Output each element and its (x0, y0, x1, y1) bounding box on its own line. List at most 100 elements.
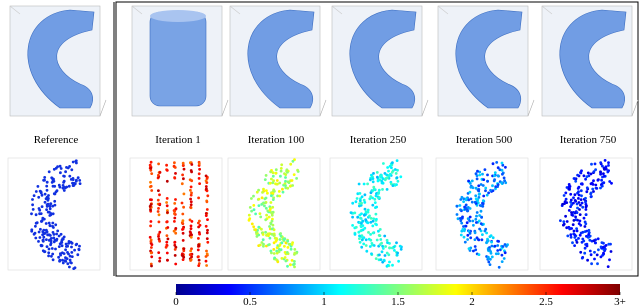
point (254, 212, 257, 216)
point (587, 228, 591, 232)
point (189, 235, 193, 239)
point (490, 244, 494, 248)
point (258, 243, 262, 247)
point (36, 185, 40, 188)
cloud-box (129, 157, 223, 271)
point (482, 178, 486, 182)
point (353, 233, 357, 236)
point (360, 245, 364, 249)
point (594, 168, 597, 172)
point (481, 184, 485, 187)
shape-surface (149, 11, 207, 107)
point (272, 228, 276, 232)
point (479, 209, 483, 213)
point (34, 236, 38, 240)
point (609, 250, 613, 253)
point (468, 190, 472, 194)
point (377, 192, 380, 195)
panel-label: Reference (34, 134, 79, 146)
point (39, 190, 43, 194)
point (264, 230, 267, 234)
point (489, 234, 493, 238)
point (577, 190, 580, 194)
point (45, 203, 49, 207)
point (594, 183, 598, 187)
point (250, 222, 254, 226)
point (286, 239, 290, 243)
point (34, 190, 38, 193)
point (270, 251, 273, 255)
point (362, 182, 366, 186)
point (359, 224, 363, 228)
colorbar-tick-label: 2 (469, 296, 475, 307)
point (149, 160, 153, 164)
panel-label: Iteration 500 (456, 134, 513, 146)
panel-label: Iteration 100 (248, 134, 305, 146)
point (69, 261, 72, 264)
point (596, 178, 600, 182)
point (173, 254, 177, 257)
point (500, 181, 503, 185)
point (72, 181, 76, 185)
point (494, 187, 497, 191)
point (588, 238, 592, 242)
point (357, 230, 361, 234)
point (570, 213, 574, 217)
point (205, 264, 209, 267)
point (396, 179, 400, 183)
point (371, 180, 375, 184)
point (50, 181, 54, 184)
point (463, 240, 467, 244)
point (270, 232, 274, 236)
point (381, 247, 385, 250)
point (385, 176, 389, 180)
point (165, 243, 169, 247)
shape-surface (559, 9, 627, 109)
point (188, 230, 192, 234)
point (584, 243, 587, 246)
point (275, 179, 279, 182)
point (597, 248, 600, 252)
point (477, 253, 481, 256)
point (594, 241, 597, 245)
point (467, 179, 470, 183)
point (567, 209, 571, 212)
point (391, 263, 394, 267)
point (206, 228, 209, 232)
point (383, 178, 387, 182)
point (189, 185, 193, 189)
point (468, 232, 472, 235)
point (591, 187, 595, 191)
point (575, 241, 579, 244)
point (56, 229, 60, 233)
point (284, 179, 287, 183)
point (271, 181, 275, 185)
point (571, 241, 574, 245)
point (388, 164, 392, 168)
point (205, 200, 209, 204)
point (70, 251, 74, 254)
colorbar (176, 284, 620, 295)
point (274, 239, 278, 243)
point (596, 237, 600, 241)
point (495, 161, 499, 164)
point (455, 213, 459, 216)
point (502, 257, 506, 260)
point (70, 245, 73, 249)
point (30, 229, 34, 233)
point (583, 225, 587, 228)
point (57, 245, 61, 249)
point (559, 219, 562, 223)
point (62, 189, 66, 192)
point (483, 168, 487, 172)
point (279, 248, 283, 252)
point (574, 179, 578, 183)
point (283, 244, 286, 248)
point (396, 168, 399, 172)
point (396, 251, 399, 255)
point (482, 194, 486, 198)
point (293, 265, 296, 269)
point (354, 200, 358, 204)
point (584, 196, 587, 200)
point (582, 174, 586, 178)
